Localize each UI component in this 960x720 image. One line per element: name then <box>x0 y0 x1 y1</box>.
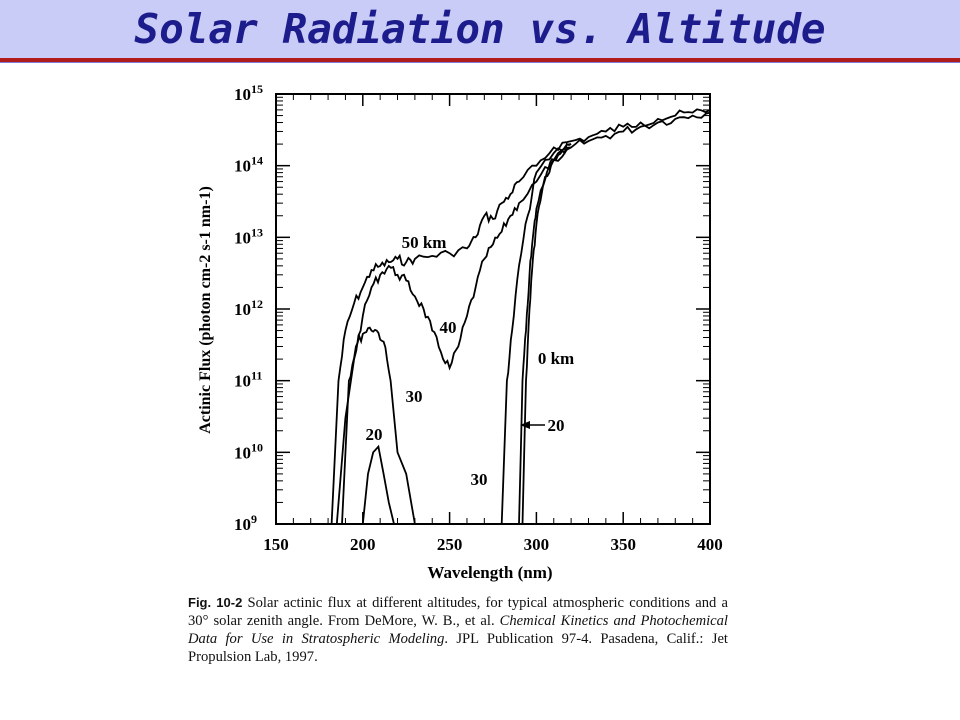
caption-text-2: . JPL Publication 97-4. Pasadena, Calif.… <box>188 631 728 665</box>
y-tick-label: 1013 <box>234 225 263 247</box>
x-axis-label: Wavelength (nm) <box>427 563 552 582</box>
series-line-6 <box>518 146 572 525</box>
curve-label: 20 <box>366 425 383 444</box>
y-tick-label: 1010 <box>234 440 263 462</box>
y-tick-label: 1011 <box>234 369 262 391</box>
curve-label: 50 km <box>402 233 447 252</box>
x-tick-label: 150 <box>263 535 289 554</box>
y-axis-label: Actinic Flux (photon cm-2 s-1 nm-1) <box>197 186 214 434</box>
curve-label: 40 <box>440 318 457 337</box>
series-line-4 <box>500 143 572 525</box>
caption-figure-label: Fig. 10-2 <box>188 595 243 610</box>
series-line-1 <box>335 111 711 525</box>
curve-label: 20 <box>548 416 565 435</box>
curve-label: 30 <box>471 470 488 489</box>
axis-tick-labels: 150 200 250 300 350 400 109 1010 1011 1012 1013 101… <box>234 82 723 554</box>
title-divider-shadow <box>0 62 960 63</box>
series-line-0 <box>330 108 711 525</box>
slide-title: Solar Radiation vs. Altitude <box>134 5 826 53</box>
x-tick-label: 250 <box>437 535 463 554</box>
caption-text-1: Solar actinic flux at different altitude… <box>188 595 728 629</box>
annotation-arrowhead <box>520 421 530 429</box>
curve-label: 30 <box>406 387 423 406</box>
x-tick-label: 300 <box>524 535 550 554</box>
y-axis-label-text: Actinic Flux (photon cm-2 s-1 nm-1) <box>197 186 214 434</box>
curve-label: 0 km <box>538 349 574 368</box>
series-line-5 <box>521 142 572 525</box>
series-lines <box>330 108 711 525</box>
x-tick-label: 350 <box>610 535 636 554</box>
curve-annotations: 50 km 40 30 20 0 km 20 30 <box>366 233 575 489</box>
caption-italic-title: Chemical Kinetics and Photochemical Data… <box>188 613 728 647</box>
series-line-2 <box>341 326 416 525</box>
y-tick-label: 1014 <box>234 154 263 176</box>
plot-frame <box>275 93 711 525</box>
y-tick-label: 1015 <box>234 82 263 104</box>
title-bar: Solar Radiation vs. Altitude <box>0 0 960 58</box>
y-tick-label: 109 <box>234 512 257 534</box>
x-tick-label: 400 <box>697 535 723 554</box>
axis-ticks <box>275 93 711 525</box>
x-tick-label: 200 <box>350 535 376 554</box>
figure-caption: Fig. 10-2 Solar actinic flux at differen… <box>188 594 728 666</box>
y-tick-label: 1012 <box>234 297 263 319</box>
title-divider <box>0 58 960 62</box>
series-line-3 <box>361 444 395 525</box>
